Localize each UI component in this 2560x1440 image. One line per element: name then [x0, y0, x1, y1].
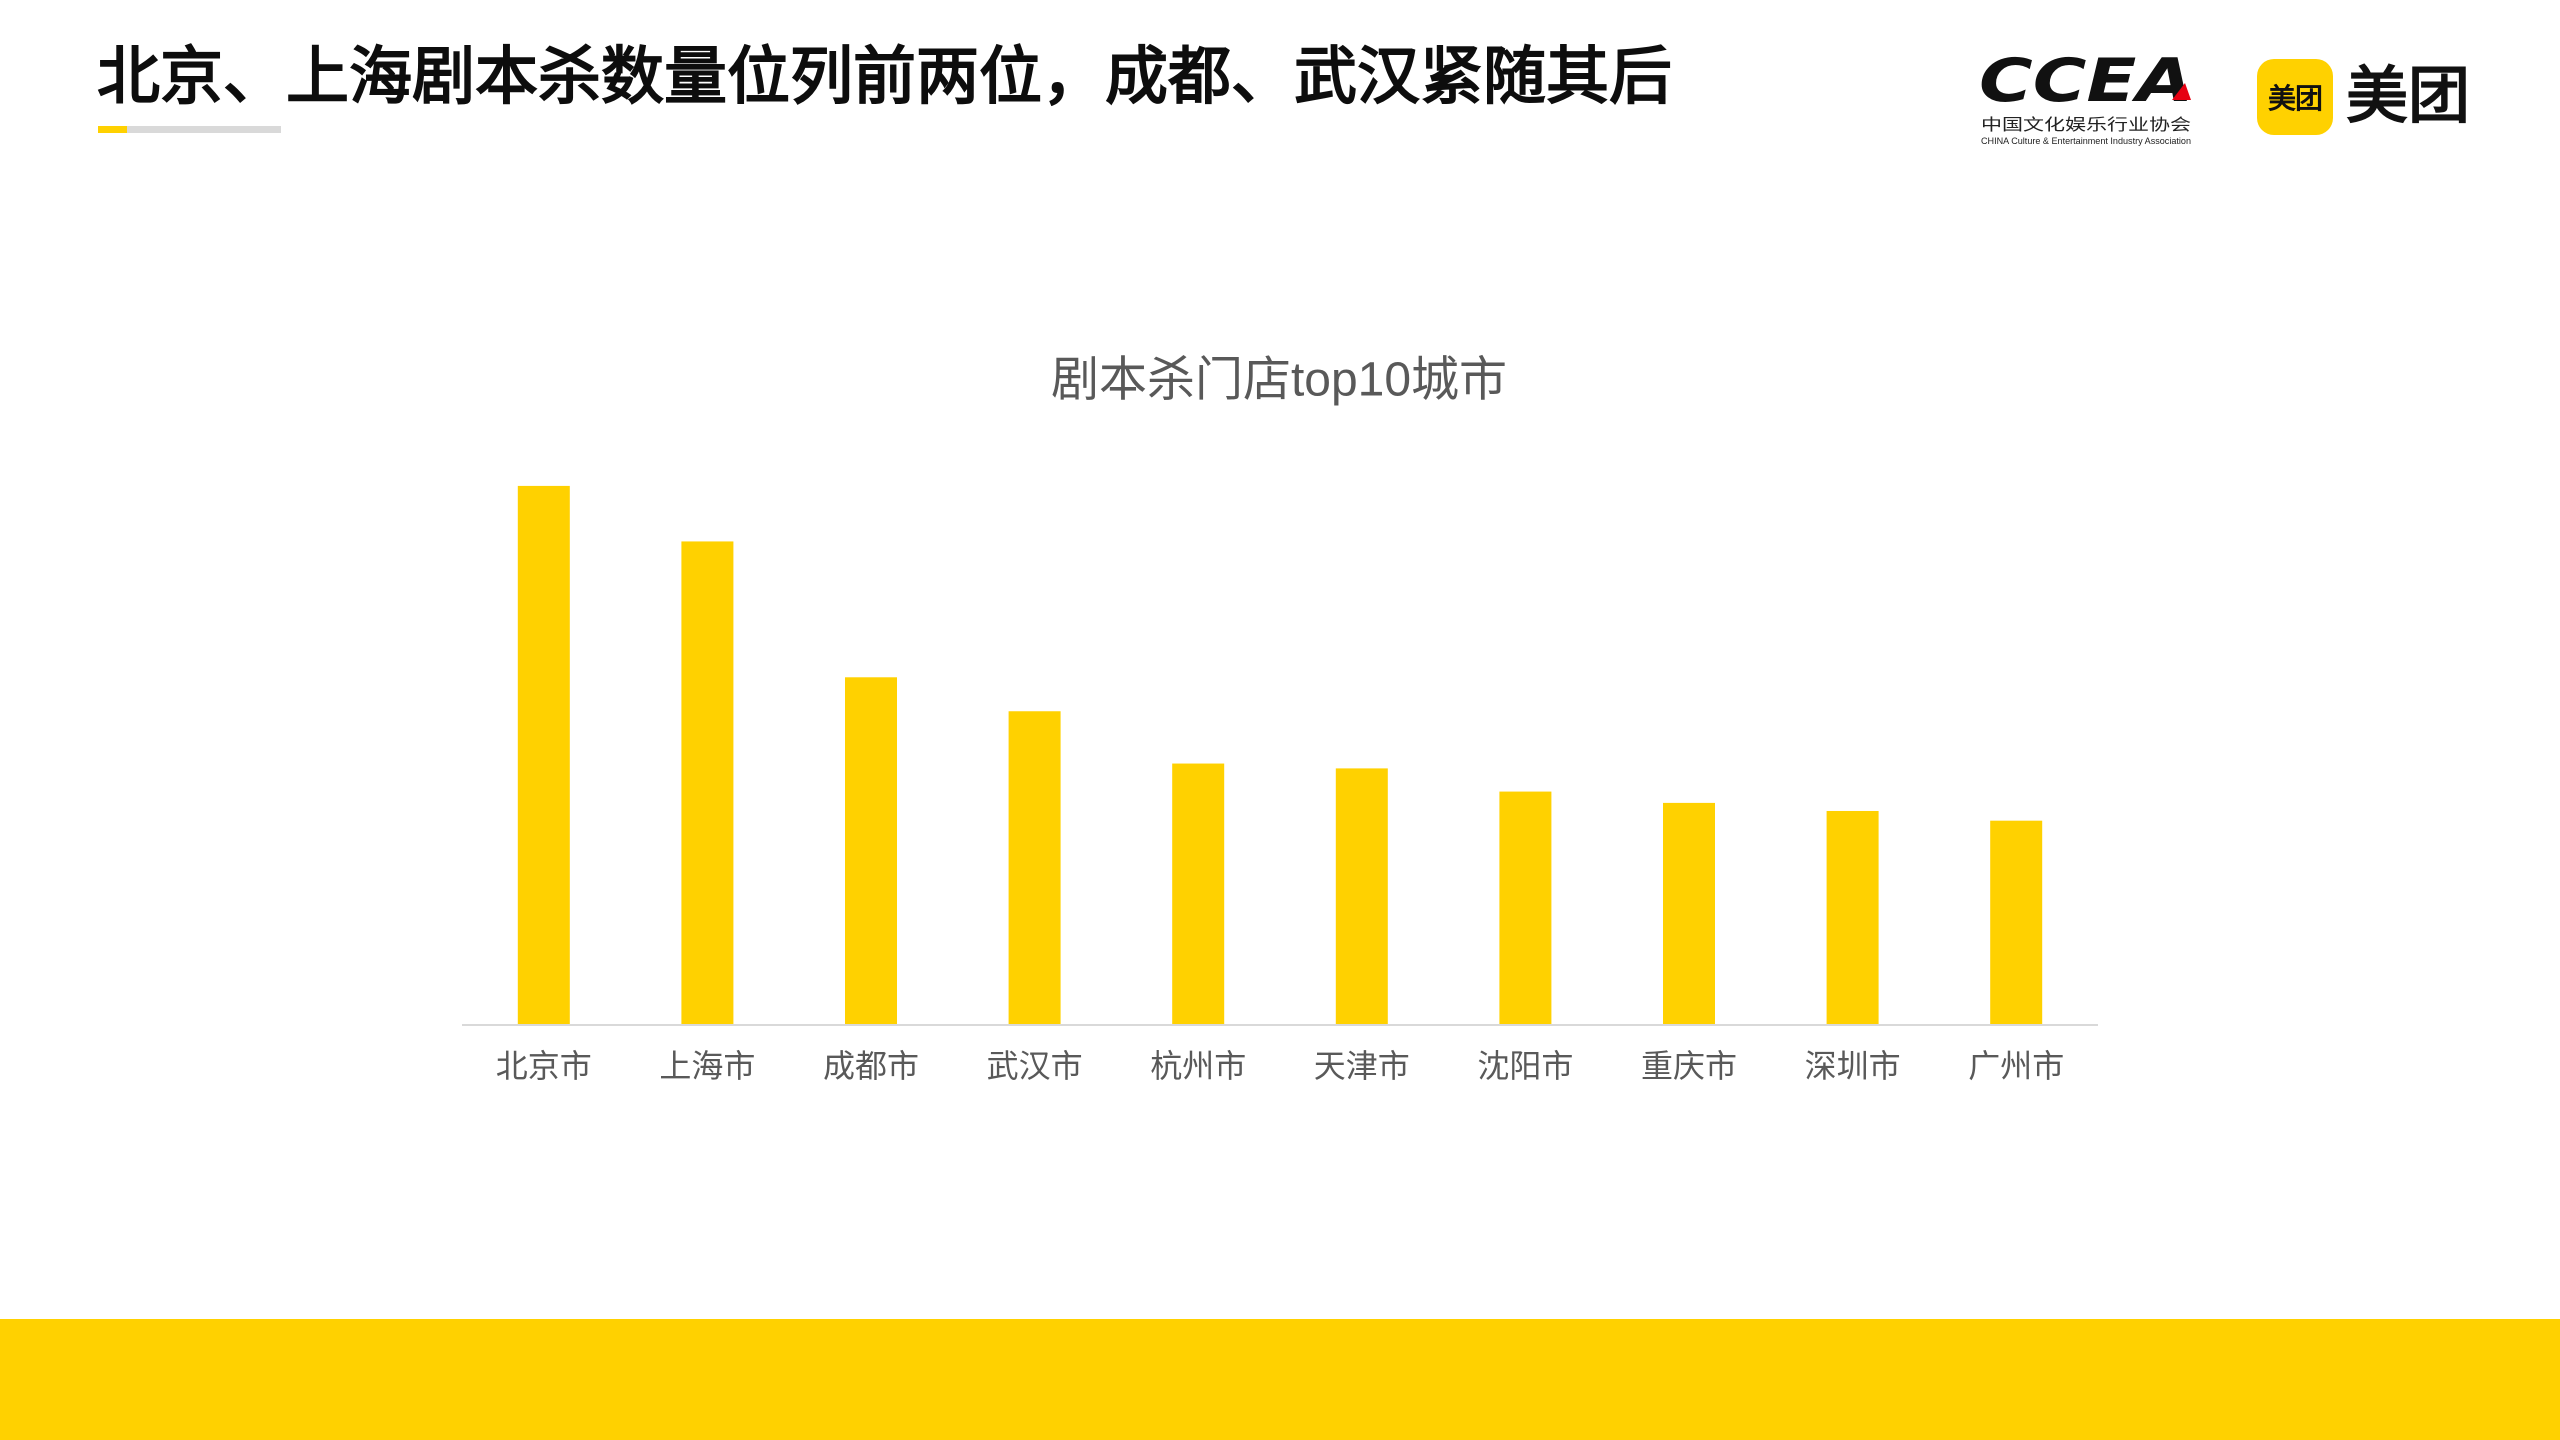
- x-tick-labels: 北京市 上海市 成都市 武汉市 杭州市 天津市 沈阳市 重庆市 深圳市 广州市: [496, 1048, 2064, 1084]
- bar-10: [1990, 820, 2043, 1025]
- ccea-name-en: CHINA Culture & Entertainment Industry A…: [1981, 136, 2191, 147]
- footer-band: [0, 1319, 2560, 1440]
- x-tick-label: 上海市: [659, 1048, 755, 1084]
- bar-2: [681, 541, 734, 1025]
- meituan-wordmark: 美团: [2346, 62, 2471, 131]
- ccea-wordmark: CCEA: [1979, 46, 2193, 116]
- chart-title: 剧本杀门店top10城市: [1051, 354, 1507, 407]
- slide-title: 北京、上海剧本杀数量位列前两位，成都、武汉紧随其后: [97, 42, 1672, 112]
- bars-group: [517, 485, 2043, 1026]
- ccea-red-triangle-icon: [2172, 83, 2191, 100]
- bar-9: [1826, 810, 1879, 1025]
- ccea-name-cn: 中国文化娱乐行业协会: [1981, 116, 2191, 134]
- x-tick-label: 深圳市: [1805, 1048, 1901, 1084]
- bar-3: [845, 677, 897, 1025]
- bar-5: [1172, 763, 1225, 1025]
- bar-8: [1663, 802, 1715, 1025]
- bar-6: [1335, 768, 1388, 1025]
- x-tick-label: 沈阳市: [1477, 1048, 1573, 1084]
- x-tick-label: 广州市: [1968, 1048, 2064, 1084]
- ccea-logo: CCEA 中国文化娱乐行业协会 CHINA Culture & Entertai…: [1979, 46, 2193, 147]
- bar-7: [1499, 791, 1552, 1025]
- title-accent-bar: [98, 126, 127, 133]
- bar-4: [1008, 711, 1061, 1025]
- bar-chart: 剧本杀门店top10城市 北京市 上海市 成都市 武汉市 杭州市 天津市 沈阳市 重庆市 深圳市…: [462, 354, 2098, 1084]
- bar-1: [517, 485, 570, 1026]
- x-tick-label: 杭州市: [1150, 1048, 1246, 1084]
- x-tick-label: 北京市: [496, 1048, 592, 1084]
- title-underline: [127, 126, 281, 133]
- x-tick-label: 天津市: [1314, 1048, 1410, 1084]
- meituan-badge-text: 美团: [2267, 83, 2323, 114]
- x-tick-label: 武汉市: [987, 1048, 1083, 1084]
- x-tick-label: 成都市: [823, 1048, 919, 1084]
- x-tick-label: 重庆市: [1641, 1048, 1737, 1084]
- meituan-badge-logo: 美团: [2257, 59, 2333, 135]
